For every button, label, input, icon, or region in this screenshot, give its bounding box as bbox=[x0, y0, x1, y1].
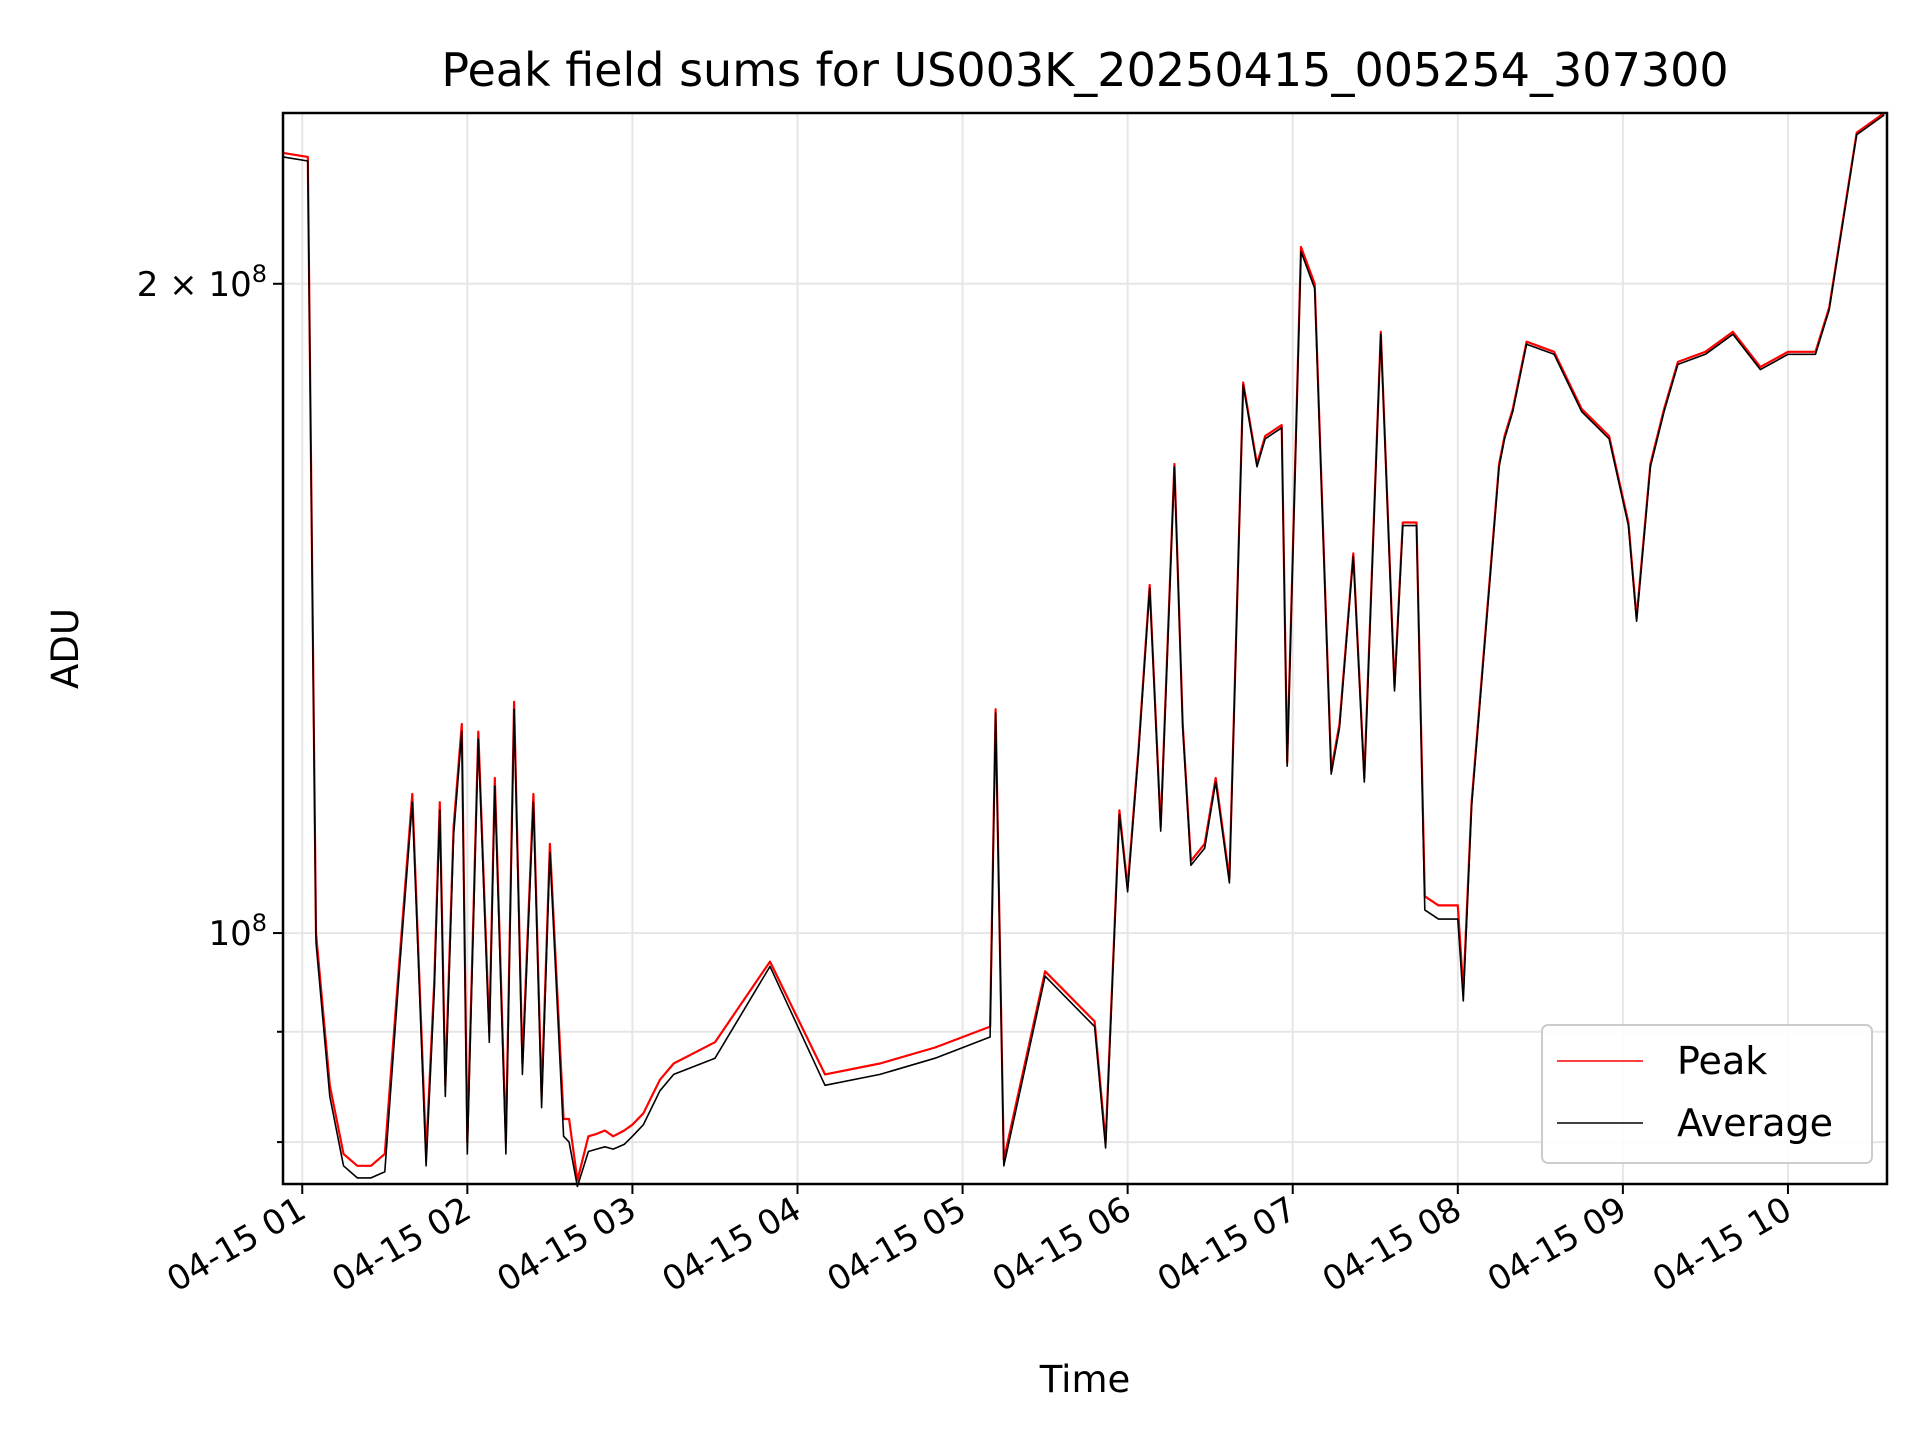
legend-label-average: Average bbox=[1677, 1101, 1833, 1145]
y-tick-label: 2 × 108 bbox=[137, 260, 267, 305]
legend-box bbox=[1541, 1024, 1873, 1164]
plot-frame bbox=[281, 111, 1889, 1186]
series-layer bbox=[282, 112, 1885, 1188]
y-tick-label: 108 bbox=[208, 909, 267, 954]
chart-title: Peak field sums for US003K_20250415_0052… bbox=[441, 43, 1728, 97]
y-axis-label: ADU bbox=[44, 608, 87, 689]
legend: Peak Average bbox=[1541, 1024, 1873, 1164]
legend-label-peak: Peak bbox=[1677, 1039, 1767, 1083]
series-line-average bbox=[282, 114, 1885, 1188]
y-axis-ticks: 108 2 × 108 bbox=[137, 260, 283, 1144]
x-axis-label: Time bbox=[1039, 1358, 1131, 1401]
grid bbox=[283, 113, 1887, 1184]
